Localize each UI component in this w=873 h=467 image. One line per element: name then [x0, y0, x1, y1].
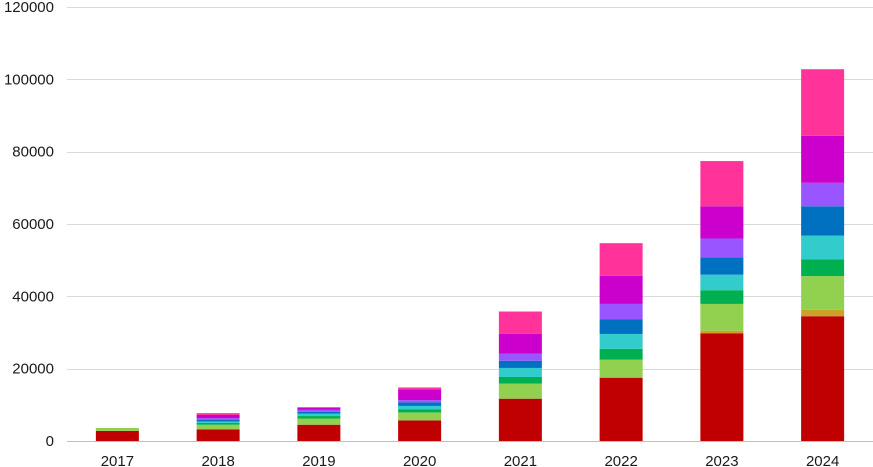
bar-segment [700, 274, 744, 291]
bar-segment [196, 414, 240, 419]
bar-segment [498, 376, 542, 384]
x-axis-tick-labels: 2017 2018 2019 2020 2021 2022 2023 2024 [101, 453, 840, 467]
x-tick-label: 2019 [302, 453, 335, 467]
bar-segment [196, 420, 240, 422]
bar-segment [599, 319, 643, 334]
bar-segment [498, 311, 542, 334]
bar-segment [700, 330, 744, 334]
y-tick-label: 120000 [4, 0, 54, 16]
bar-segment [801, 182, 845, 207]
bar-segment [599, 359, 643, 378]
bar-segment [196, 418, 240, 421]
bar-segment [398, 420, 442, 441]
y-tick-label: 80000 [12, 144, 54, 161]
bar-segment [196, 421, 240, 423]
bar-segment [398, 400, 442, 403]
x-tick-label: 2024 [806, 453, 839, 467]
bar-segment [498, 398, 542, 441]
bar-segment [398, 405, 442, 410]
bar-stack-2023 [700, 161, 744, 441]
bar-segment [700, 333, 744, 441]
bar-segment [599, 303, 643, 320]
y-axis-tick-labels: 0 20000 40000 60000 80000 100000 120000 [4, 0, 54, 450]
gridlines [67, 7, 873, 442]
bar-segment [700, 206, 744, 239]
bar-segment [196, 424, 240, 430]
bar-segment [599, 333, 643, 349]
bar-segment [398, 412, 442, 421]
bar-segment [801, 259, 845, 277]
bar-segment [599, 348, 643, 360]
bar-segment [700, 257, 744, 275]
bar-segment [297, 411, 341, 414]
bar-segment [398, 387, 442, 390]
bar-segment [801, 206, 845, 236]
x-tick-label: 2021 [504, 453, 537, 467]
bar-segment [599, 243, 643, 276]
bar-segment [297, 413, 341, 417]
bar-segment [498, 383, 542, 399]
bar-segment [801, 235, 845, 260]
bar-segment [95, 427, 139, 431]
bar-stack-2020 [398, 387, 442, 441]
x-tick-label: 2018 [201, 453, 234, 467]
bar-segment [498, 333, 542, 354]
x-tick-label: 2022 [604, 453, 637, 467]
bar-stack-2019 [297, 407, 341, 441]
x-tick-label: 2020 [403, 453, 436, 467]
x-tick-label: 2017 [101, 453, 134, 467]
bar-segment [297, 418, 341, 425]
bar-segment [498, 367, 542, 377]
bar-segment [297, 407, 341, 410]
bar-segment [196, 422, 240, 425]
x-tick-label: 2023 [705, 453, 738, 467]
bar-segment [599, 275, 643, 304]
bars [95, 69, 845, 441]
bar-segment [398, 389, 442, 401]
y-tick-label: 100000 [4, 71, 54, 88]
bar-segment [498, 360, 542, 368]
bar-segment [801, 69, 845, 136]
y-tick-label: 60000 [12, 216, 54, 233]
bar-segment [599, 377, 643, 441]
bar-segment [398, 402, 442, 406]
bar-segment [700, 303, 744, 331]
bar-segment [801, 276, 845, 310]
bar-segment [801, 316, 845, 441]
bar-segment [398, 409, 442, 413]
bar-segment [297, 424, 341, 441]
bar-stack-2024 [801, 69, 845, 441]
bar-stack-2021 [498, 311, 542, 441]
bar-segment [700, 161, 744, 207]
bar-segment [95, 430, 139, 441]
bar-segment [196, 413, 240, 415]
bar-segment [498, 353, 542, 361]
bar-segment [297, 416, 341, 419]
bar-segment [700, 238, 744, 258]
bar-segment [196, 429, 240, 441]
bar-segment [801, 309, 845, 317]
bar-segment [801, 135, 845, 183]
y-tick-label: 40000 [12, 288, 54, 305]
y-tick-label: 0 [46, 433, 54, 450]
bar-segment [297, 409, 341, 412]
bar-stack-2022 [599, 243, 643, 441]
bar-stack-2017 [95, 427, 139, 441]
y-tick-label: 20000 [12, 361, 54, 378]
bar-stack-2018 [196, 413, 240, 441]
bar-segment [700, 290, 744, 304]
